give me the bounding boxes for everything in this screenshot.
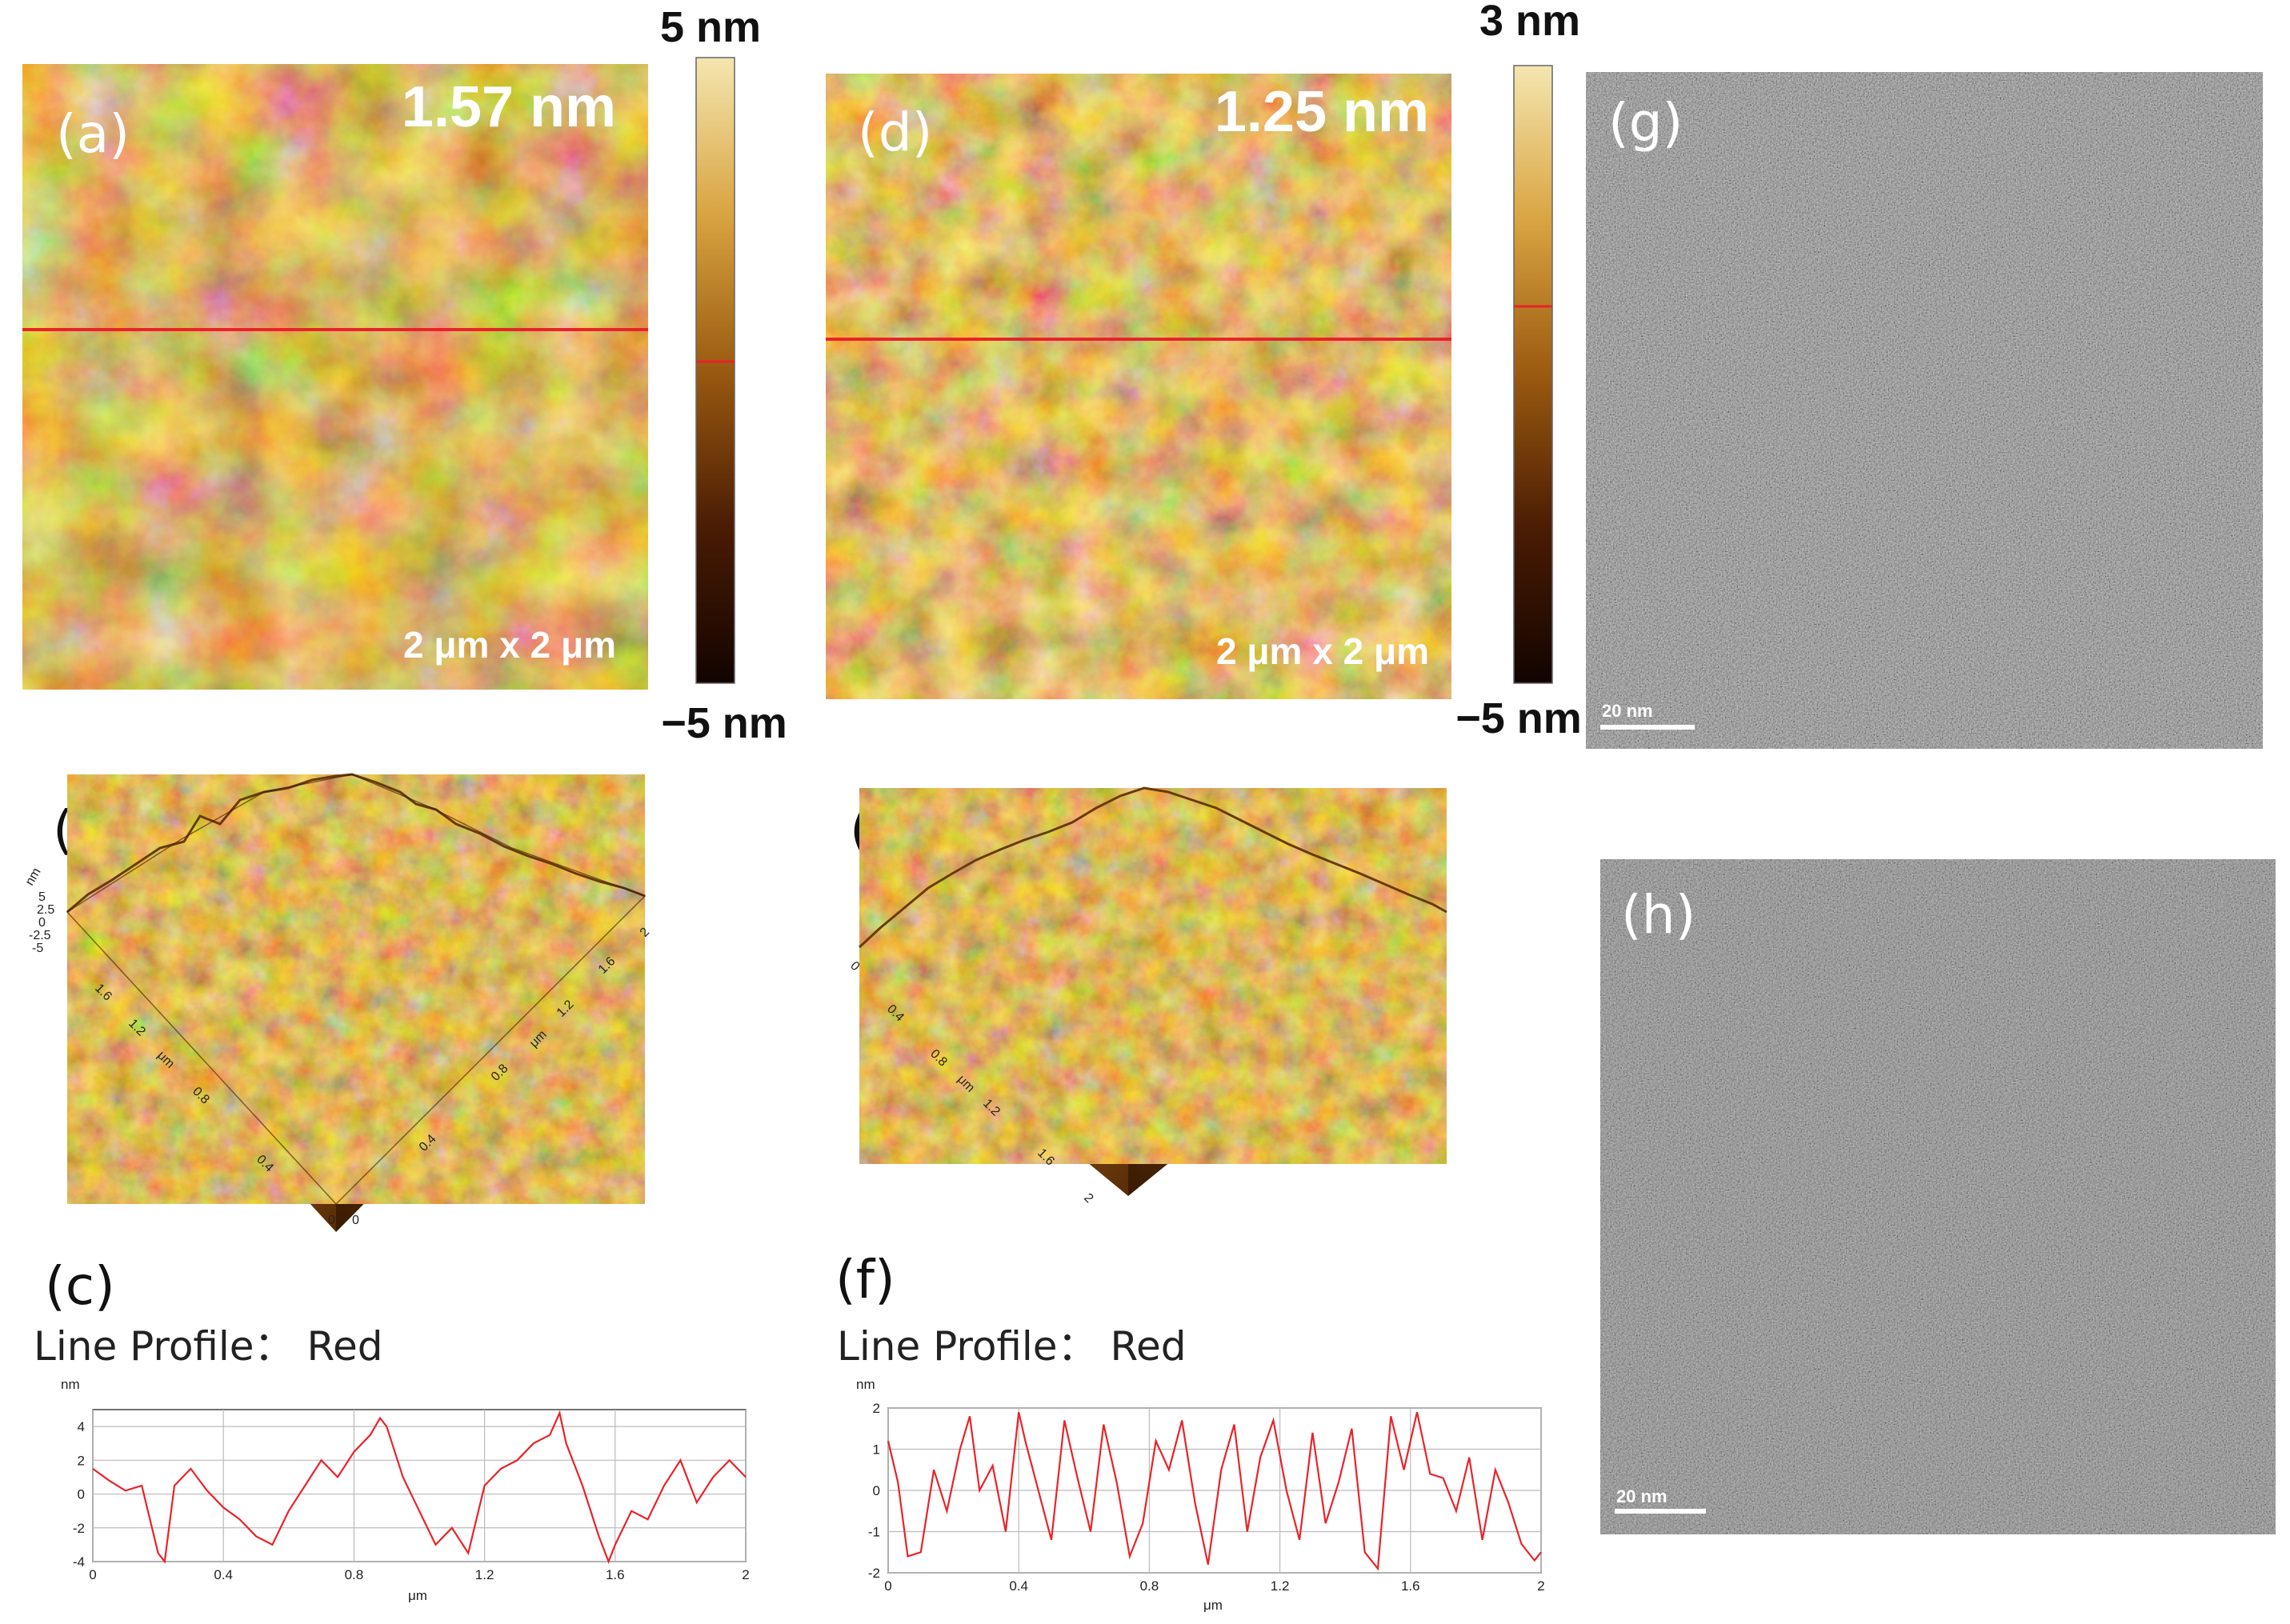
- x-tick-label-c-1: 0.4: [214, 1567, 233, 1582]
- colorbar-left-bottom-label: −5 nm: [661, 699, 787, 747]
- b-z-tick-0: 5: [38, 890, 46, 904]
- panel-letter-b: (b): [53, 799, 127, 861]
- panel-letter-d: (d): [858, 102, 932, 163]
- y-tick-label-f-1: 1: [873, 1442, 880, 1458]
- tem-image-h: (h) 20 nm: [1600, 859, 2276, 1534]
- f-x-unit: μm: [1203, 1598, 1223, 1613]
- x-tick-label-c-5: 2: [742, 1567, 749, 1582]
- x-tick-label-c-3: 1.2: [475, 1567, 494, 1582]
- b-z-unit: nm: [23, 866, 44, 888]
- afm-3d-surface-b: (b) nm 5 2.5 0 -2.5 -5 0 0.4 0.8 μm 1.2 …: [23, 773, 652, 1232]
- scale-bar-label-h: 20 nm: [1616, 1486, 1667, 1506]
- x-tick-label-c-4: 1.6: [606, 1567, 625, 1582]
- e-y-unit: μm: [955, 1073, 977, 1095]
- tem-image-g: (g) 20 nm: [1586, 72, 2263, 749]
- colorbar-right-top-label: 3 nm: [1479, 0, 1580, 45]
- x-tick-label-f-3: 1.2: [1271, 1578, 1290, 1594]
- colorbar-right-bottom-label: −5 nm: [1455, 694, 1582, 742]
- x-tick-label-f-0: 0: [884, 1578, 891, 1594]
- panel-letter-c: (c): [45, 1255, 115, 1317]
- scale-bar-h: [1615, 1509, 1706, 1514]
- b-z-tick-4: -5: [32, 942, 43, 955]
- y-tick-label-c-3: -2: [73, 1521, 85, 1536]
- y-tick-label-c-4: -4: [73, 1554, 85, 1570]
- e-y-tick-4: 1.6: [1035, 1146, 1057, 1169]
- plot-area-f: 0 0.4 0.8 1.2 1.6 2 2 1 0 -1 -2: [868, 1401, 1545, 1594]
- x-tick-label-f-4: 1.6: [1401, 1578, 1420, 1594]
- c-x-unit: μm: [408, 1588, 427, 1603]
- profile-caption-f: Line Profile： Red: [837, 1323, 1186, 1370]
- b-z-tick-2: 0: [38, 916, 46, 930]
- y-tick-label-c-2: 0: [78, 1487, 85, 1502]
- afm-height-map-a: (a) 1.57 nm 2 μm x 2 μm: [22, 64, 648, 690]
- scale-bar-label-g: 20 nm: [1602, 701, 1653, 721]
- y-tick-label-c-0: 4: [78, 1419, 85, 1434]
- scale-bar-g: [1600, 725, 1695, 730]
- x-tick-label-f-1: 0.4: [1009, 1578, 1028, 1594]
- c-y-unit: nm: [61, 1377, 80, 1392]
- y-tick-label-f-3: -1: [868, 1525, 880, 1540]
- plot-area-c: 0 0.4 0.8 1.2 1.6 2 4 2 0 -2 -4: [73, 1409, 750, 1582]
- colorbar-left-top-label: 5 nm: [660, 3, 761, 51]
- line-profile-f: (f) Line Profile： Red nm 0 0.4 0.8 1.2 1.6 2 2…: [835, 1249, 1545, 1613]
- plot-frame-c: [92, 1409, 747, 1562]
- panel-letter-f: (f): [835, 1249, 895, 1310]
- y-tick-label-c-1: 2: [78, 1453, 85, 1468]
- y-tick-label-f-0: 2: [873, 1401, 880, 1416]
- colorbar-right: 3 nm −5 nm: [1455, 0, 1582, 742]
- panel-letter-e: (e): [850, 799, 923, 861]
- b-z-tick-1: 2.5: [37, 903, 54, 917]
- afm-3d-surface-e: (e) 0 0.4 0.8 μm 1.2 1.6 2: [847, 786, 1447, 1206]
- colorbar-left: 5 nm −5 nm: [660, 3, 787, 747]
- e-y-tick-2: 0.8: [927, 1047, 950, 1070]
- rms-roughness-d: 1.25 nm: [1215, 80, 1429, 144]
- b-x-tick-5: 2: [638, 925, 652, 939]
- panel-letter-h: (h): [1621, 884, 1695, 946]
- f-y-unit: nm: [856, 1377, 875, 1392]
- x-tick-label-f-5: 2: [1537, 1578, 1544, 1594]
- profile-caption-c: Line Profile： Red: [34, 1323, 382, 1370]
- b-x-tick-0: 0: [352, 1214, 359, 1227]
- x-tick-label-c-2: 0.8: [345, 1567, 364, 1582]
- profile-series-c-0: [92, 1410, 747, 1565]
- b-z-tick-3: -2.5: [29, 929, 51, 942]
- rms-roughness-a: 1.57 nm: [402, 75, 616, 139]
- x-tick-label-f-2: 0.8: [1140, 1578, 1159, 1594]
- e-y-tick-5: 2: [1081, 1191, 1095, 1206]
- y-tick-label-f-4: -2: [868, 1566, 880, 1581]
- b-y-tick-0: 0: [328, 1214, 335, 1227]
- x-tick-label-c-0: 0: [89, 1567, 96, 1582]
- scan-size-a: 2 μm x 2 μm: [403, 624, 616, 666]
- line-profile-c: (c) Line Profile： Red nm 0 0.4 0.8 1.2 1.6 2 4…: [34, 1255, 750, 1603]
- panel-letter-g: (g): [1608, 92, 1683, 154]
- afm-height-map-d: (d) 1.25 nm 2 μm x 2 μm: [826, 74, 1451, 699]
- e-y-tick-3: 1.2: [980, 1097, 1003, 1119]
- y-tick-label-f-2: 0: [873, 1483, 880, 1498]
- profile-series-f-0: [887, 1411, 1542, 1571]
- scan-size-d: 2 μm x 2 μm: [1216, 630, 1429, 672]
- panel-letter-a: (a): [56, 103, 130, 165]
